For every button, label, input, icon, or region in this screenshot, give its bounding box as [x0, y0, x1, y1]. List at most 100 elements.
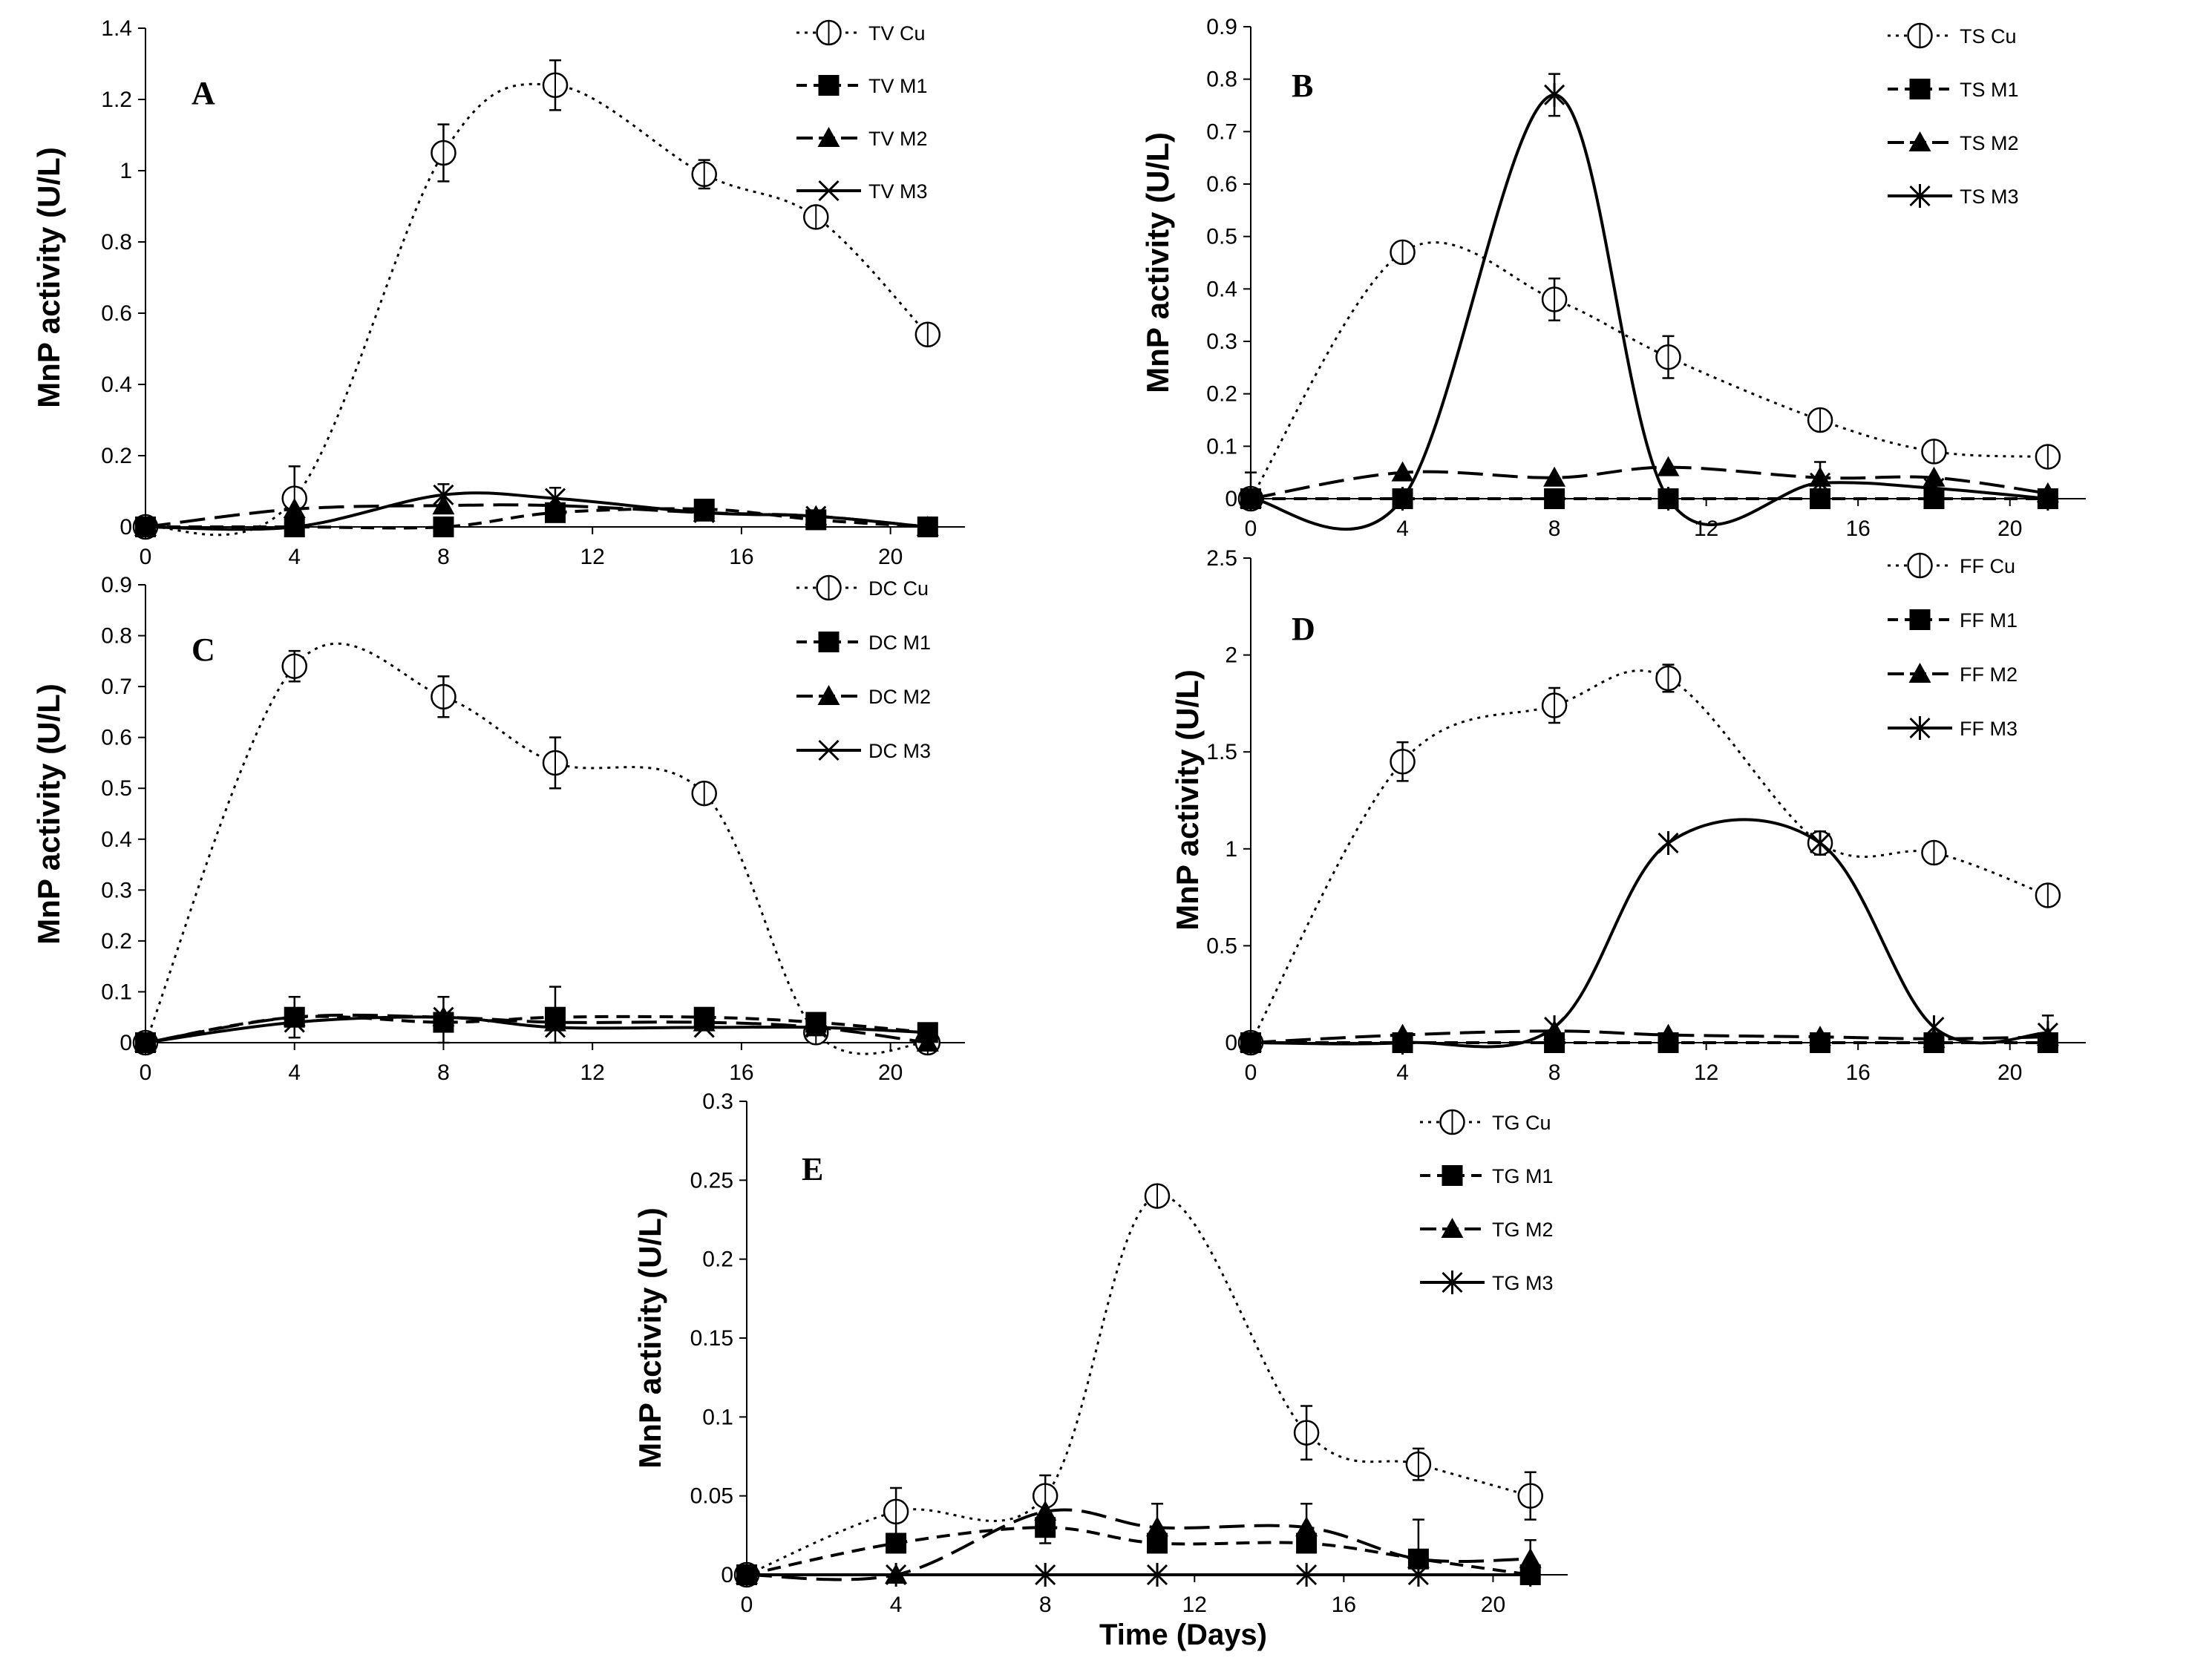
panel-d-series-ff-m2-point	[1657, 1023, 1680, 1044]
panel-e-series-tg-m2-point	[1519, 1547, 1542, 1568]
panel-e-ytick-label: 0.15	[690, 1326, 733, 1351]
panel-a-xtick-label: 12	[580, 545, 604, 569]
panel-c-xtick-label: 0	[140, 1060, 152, 1085]
panel-d-ytick-label: 1.5	[1206, 740, 1237, 764]
panel-b-legend-marker	[1909, 184, 1931, 208]
panel-a-ytick-label: 0.2	[101, 444, 132, 468]
panel-c-legend-marker	[818, 632, 840, 652]
panel-b-legend-label: TS M1	[1960, 79, 2019, 101]
panel-b-series-ts-m2-point	[1391, 461, 1414, 482]
panel-e-ytick-label: 0.05	[690, 1484, 733, 1509]
panel-a-xtick-label: 8	[437, 545, 450, 569]
panel-d-legend-item: FF M2	[1888, 663, 2018, 686]
panel-c-ytick-label: 0	[120, 1031, 132, 1055]
panel-b-xtick-label: 12	[1694, 517, 1718, 541]
panel-a-series-tv-m3-point	[693, 502, 715, 523]
panel-a-legend-item: TV M1	[796, 75, 928, 97]
panel-a-series-tv-m3-point	[134, 516, 157, 538]
panel-c-legend-label: DC M3	[868, 740, 931, 762]
panel-a-legend-item: TV M3	[796, 180, 928, 203]
panel-e-series-tg-m2-point	[1295, 1516, 1318, 1537]
panel-d-xtick-label: 16	[1845, 1060, 1870, 1085]
panel-c-xtick-label: 20	[878, 1060, 903, 1085]
panel-c-series-dc-m3-point	[284, 1012, 305, 1033]
panel-a-legend-item: TV Cu	[796, 19, 926, 46]
panel-c-series-dc-m3-point	[693, 1017, 715, 1038]
panel-a-xtick-label: 16	[729, 545, 753, 569]
panel-d-legend-marker	[1909, 609, 1931, 630]
panel-e-series-tg-m3-point	[736, 1563, 758, 1587]
panel-e-legend-item: TG M2	[1420, 1218, 1554, 1241]
panel-a-y-axis-label: MnP activity (U/L)	[31, 147, 66, 408]
panel-b-series-ts-m1-point	[1544, 488, 1565, 509]
panel-b-xtick-label: 0	[1245, 517, 1257, 541]
panel-d: 0 0.5 1 1.5 2 2.5 0 4 8 12 16 20 MnP activity (U/L) D…	[1170, 546, 2086, 1085]
panel-c-xtick-label: 8	[437, 1060, 450, 1085]
panel-e-series-tg-m3-point	[1296, 1563, 1318, 1587]
panel-a-ytick-label: 0	[120, 515, 132, 540]
panel-a-letter: A	[192, 75, 215, 111]
panel-b-series-ts-m3-point	[1240, 487, 1262, 511]
panel-c-ytick-label: 0.3	[101, 878, 132, 902]
panel-b-xtick-label: 4	[1396, 517, 1409, 541]
panel-e-xtick-label: 4	[890, 1593, 903, 1617]
panel-b-ytick-label: 0.3	[1206, 330, 1237, 354]
panel-a-series-tv-m3-point	[433, 484, 454, 505]
panel-c-ytick-label: 0.7	[101, 675, 132, 699]
panel-b-legend-item: TS M1	[1888, 79, 2019, 101]
panel-e-legend-label: TG M1	[1492, 1165, 1554, 1187]
panel-d-series-ff-m3-point	[1240, 1031, 1262, 1055]
panel-a-xtick-label: 4	[288, 545, 301, 569]
panel-e-letter: E	[802, 1151, 823, 1187]
panel-b-xtick-label: 20	[1997, 517, 2022, 541]
panel-e-ytick-label: 0.3	[702, 1089, 733, 1114]
panel-e-series-tg-m3-point	[1407, 1563, 1429, 1587]
panel-a-legend-marker	[817, 127, 840, 147]
panel-b-legend-item: TS M2	[1888, 131, 2019, 154]
panel-d-legend-marker	[1909, 716, 1931, 740]
panel-b-legend-item: TS Cu	[1888, 22, 2017, 49]
panel-e-xtick-label: 12	[1182, 1593, 1207, 1617]
panel-a: 0 0.2 0.4 0.6 0.8 1 1.2 1.4 0 4 8 12 16 20 MnP activit…	[31, 16, 965, 569]
panel-d-legend-label: FF M3	[1960, 718, 2018, 740]
panel-b-series-ts-m2-point	[1657, 456, 1680, 476]
panel-b-series-ts-m3-point	[1544, 82, 1565, 107]
panel-c-ytick-label: 0.8	[101, 624, 132, 649]
panel-e-series-tg-m3	[736, 1563, 1541, 1587]
panel-d-ytick-label: 0.5	[1206, 934, 1237, 958]
panel-d-series-ff-m3-point	[1544, 1015, 1565, 1040]
panel-c-series-dc-cu-line	[144, 642, 928, 1055]
panel-b-series-ts-m3-point	[1923, 476, 1945, 500]
panel-c-y-axis-label: MnP activity (U/L)	[31, 683, 66, 945]
panel-b-ytick-label: 0.6	[1206, 172, 1237, 197]
panel-a-ytick-label: 0.8	[101, 230, 132, 255]
panel-b: 0 0.1 0.2 0.3 0.4 0.5 0.6 0.7 0.8 0.9 0 4 8 12 16 20 MnP…	[1140, 15, 2086, 541]
panel-d-ytick-label: 1	[1225, 837, 1237, 862]
panel-e-series-tg-m1-point	[886, 1532, 907, 1554]
panel-c-ytick-label: 0.6	[101, 726, 132, 750]
panel-a-legend-label: TV M2	[868, 128, 928, 150]
panel-b-xtick-label: 8	[1548, 517, 1561, 541]
panel-d-xtick-label: 12	[1694, 1060, 1718, 1085]
panel-d-series-ff-m3-point	[1923, 1015, 1945, 1040]
panel-b-series-ts-m3-point	[1392, 487, 1413, 511]
panel-e-series-tg-m3-point	[1519, 1563, 1541, 1587]
panel-c-legend-item: DC Cu	[796, 574, 929, 601]
panel-e-xtick-label: 16	[1332, 1593, 1356, 1617]
panel-c-ytick-label: 0.9	[101, 573, 132, 597]
panel-b-ytick-label: 0.1	[1206, 434, 1237, 459]
panel-e-ytick-label: 0.2	[702, 1248, 733, 1272]
panel-e-series-tg-m3-point	[886, 1563, 907, 1587]
panel-d-series-ff-m2-point	[1809, 1026, 1832, 1046]
panel-b-series-ts-cu-line	[1249, 241, 2048, 499]
panel-c-series-dc-m3-point	[544, 1017, 566, 1038]
panel-b-y-axis-label: MnP activity (U/L)	[1140, 132, 1175, 393]
panel-b-ytick-label: 0.7	[1206, 119, 1237, 144]
panel-c-legend-label: DC M2	[868, 686, 931, 708]
panel-b-series-ts-cu	[1237, 239, 2061, 512]
panel-a-legend-marker	[818, 180, 840, 202]
panel-c-series-dc-m3	[134, 1006, 938, 1054]
panel-e: 0 0.05 0.1 0.15 0.2 0.25 0.3 0 4 8 12 16 20 MnP activ…	[632, 1089, 1568, 1651]
panel-d-legend-item: FF Cu	[1888, 552, 2015, 579]
